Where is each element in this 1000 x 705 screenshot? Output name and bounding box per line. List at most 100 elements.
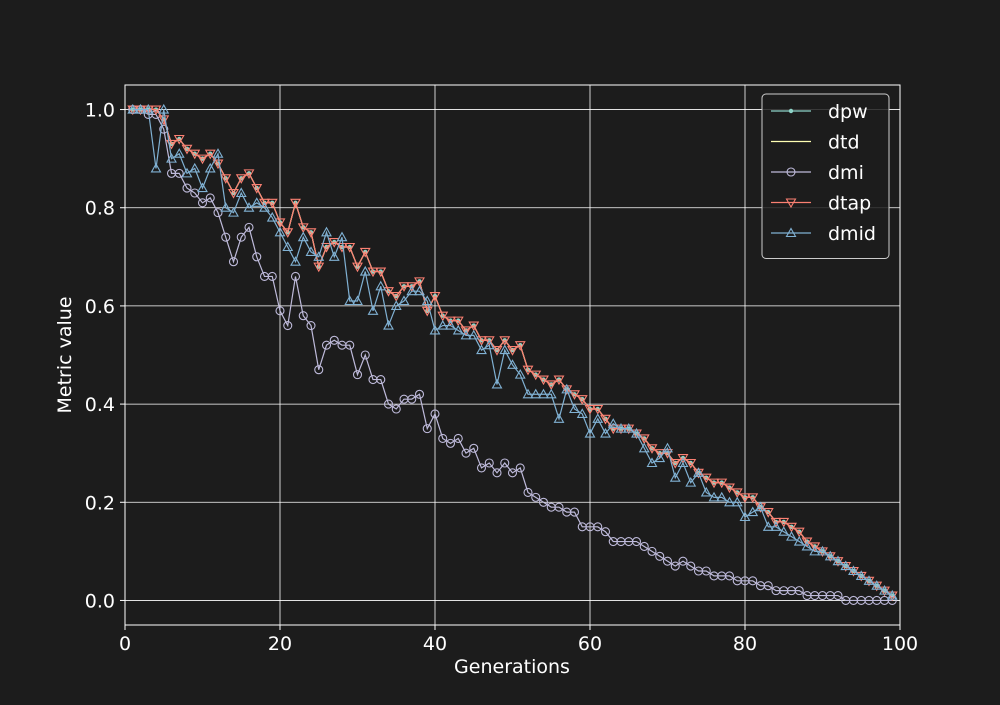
- data-point-dmid: [778, 526, 790, 536]
- data-point-dmi: [748, 576, 758, 586]
- data-point-dtap: [305, 228, 317, 238]
- data-point-dmid: [708, 491, 720, 502]
- data-point-dmid: [445, 319, 456, 330]
- data-point-dmi: [267, 271, 277, 282]
- data-point-dmid: [662, 442, 673, 453]
- data-point-dmi: [794, 586, 804, 596]
- data-point-dmid: [886, 589, 898, 600]
- data-point-dmid: [212, 148, 224, 158]
- data-point-dtap: [313, 262, 325, 273]
- data-point-dmi: [352, 370, 363, 380]
- data-point-dmid: [375, 280, 387, 291]
- data-point-dtap: [274, 218, 286, 229]
- data-point-dmid: [297, 231, 309, 242]
- data-point-dtap: [778, 517, 790, 528]
- data-point-dmid: [243, 202, 255, 212]
- x-tick-label: 60: [578, 633, 602, 655]
- y-tick-label: 1.0: [85, 100, 115, 122]
- data-point-dtap: [367, 267, 379, 278]
- data-point-dmi: [383, 399, 394, 409]
- data-point-dmid: [615, 423, 627, 433]
- data-point-dmi: [515, 463, 525, 473]
- data-point-dmid: [840, 560, 852, 571]
- data-point-dmid: [228, 207, 239, 217]
- data-point-dtap: [638, 434, 650, 445]
- series-dmid: [127, 103, 898, 600]
- data-point-dtap: [576, 395, 588, 405]
- data-point-dtap: [204, 149, 216, 160]
- data-point-dmid: [685, 477, 697, 487]
- data-point-dtap: [669, 458, 681, 469]
- data-point-dmi: [670, 561, 680, 571]
- data-point-dmi: [531, 492, 541, 502]
- data-point-dmi: [314, 365, 324, 375]
- data-point-dtap: [793, 527, 805, 538]
- data-point-dmi: [523, 487, 533, 498]
- data-point-dtap: [476, 336, 487, 346]
- data-point-dmid: [181, 167, 193, 178]
- data-point-dmid: [631, 427, 642, 438]
- x-tick-label: 80: [733, 633, 757, 655]
- legend-box: [761, 93, 890, 259]
- data-point-dtap: [406, 282, 418, 292]
- data-point-dmid: [576, 408, 588, 418]
- data-point-dtap: [150, 105, 162, 116]
- data-point-dmi: [197, 198, 208, 208]
- data-point-dtap: [181, 144, 193, 155]
- data-point-dtap: [646, 444, 658, 454]
- legend-label: dtap: [828, 193, 871, 215]
- data-point-dtap: [445, 316, 456, 327]
- data-point-dtap: [770, 517, 782, 528]
- data-point-dtap: [212, 159, 224, 170]
- data-point-dmid: [127, 103, 139, 114]
- data-point-dtap: [507, 346, 518, 356]
- data-point-dmid: [522, 388, 534, 399]
- data-point-dmid: [204, 162, 216, 173]
- data-point-dtap: [321, 242, 332, 253]
- data-point-dmid: [739, 511, 751, 522]
- x-tick-label: 100: [882, 633, 918, 655]
- ticks: 0 20 40 60 80 100 0.0 0.2 0.4 0.6 0.8 1.0: [85, 100, 918, 655]
- data-point-dmid: [607, 418, 619, 428]
- data-point-dmid: [359, 265, 371, 276]
- data-point-dtap: [584, 404, 596, 415]
- data-point-dmid: [731, 496, 743, 507]
- data-point-dmi: [422, 424, 432, 434]
- data-point-dmi: [290, 271, 301, 282]
- y-tick-label: 0.6: [85, 296, 115, 318]
- data-point-dtap: [437, 311, 449, 322]
- data-point-dmid: [259, 202, 270, 212]
- y-tick-label: 0.2: [85, 492, 115, 514]
- data-point-dmid: [793, 535, 805, 546]
- data-point-dmi: [438, 433, 448, 444]
- data-point-dmid: [569, 403, 580, 414]
- data-point-dmi: [391, 404, 401, 414]
- data-point-dmid: [855, 570, 867, 580]
- legend-item-dtap: dtap: [771, 193, 871, 215]
- data-point-dmi: [182, 183, 192, 193]
- y-tick-label: 0.8: [85, 198, 115, 220]
- data-point-dmid: [693, 467, 704, 477]
- data-point-dtap: [398, 282, 410, 292]
- legend-swatch-marker: [786, 167, 796, 177]
- data-point-dmi: [492, 468, 502, 478]
- data-point-dmi: [407, 394, 417, 404]
- x-tick-label: 0: [119, 633, 131, 655]
- data-point-dmi: [461, 448, 471, 458]
- data-point-dmid: [677, 457, 689, 468]
- data-point-dmid: [545, 388, 557, 399]
- data-point-dtap: [739, 493, 751, 503]
- data-point-dtap: [786, 522, 797, 533]
- data-point-dtap: [460, 326, 472, 337]
- data-point-dmi: [686, 561, 696, 571]
- data-point-dmi: [678, 556, 688, 566]
- data-point-dmi: [639, 541, 649, 552]
- data-point-dtap: [228, 188, 239, 199]
- data-point-dtap: [375, 267, 387, 278]
- data-point-dtap: [809, 542, 821, 553]
- data-point-dmid: [282, 241, 294, 252]
- x-tick-label: 20: [268, 633, 292, 655]
- data-point-dmi: [445, 438, 456, 448]
- data-point-dmi: [228, 257, 239, 267]
